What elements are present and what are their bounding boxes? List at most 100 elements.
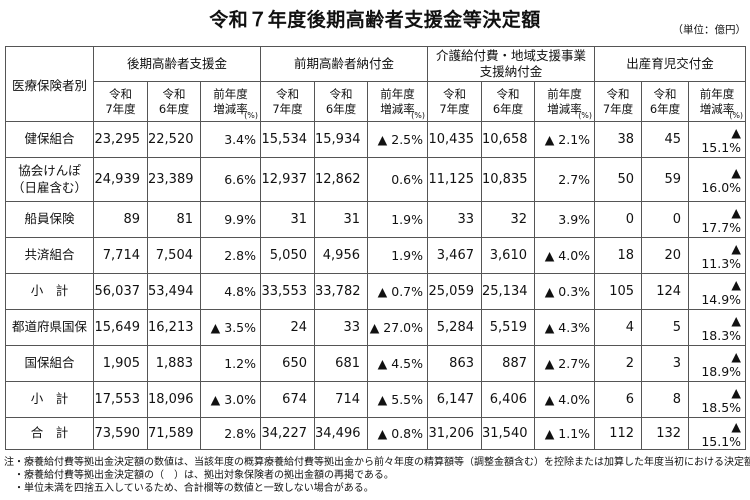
col-header-rate: 前年度 増減率 (%) — [688, 81, 747, 122]
rate-cell: ▲ 0.3% — [533, 273, 596, 310]
rate-cell: 2.8% — [200, 417, 261, 450]
value-cell: 5,050 — [260, 237, 315, 274]
rate-cell: ▲ 1.1% — [533, 417, 596, 450]
value-cell: 6 — [594, 381, 643, 418]
corner-header-insurer-type: 医療保険者別 — [5, 46, 94, 122]
rate-cell: ▲ 4.5% — [367, 345, 428, 382]
value-cell: 25,059 — [427, 273, 482, 310]
rate-cell: 9.9% — [200, 201, 261, 238]
col-header-y7: 令和 7年度 — [260, 81, 315, 122]
value-cell: 20 — [641, 237, 690, 274]
rate-cell: ▲ 4.3% — [533, 309, 596, 346]
value-cell: 5 — [641, 309, 690, 346]
rate-unit-label: (%) — [244, 111, 258, 120]
rate-cell: ▲ 11.3% — [688, 237, 747, 274]
table-row: 船員保険 89 81 9.9% 31 31 1.9% 33 32 3.9% 0 0 ▲ 17.7% — [5, 201, 747, 238]
sub-header-row: 令和 7年度 令和 6年度 前年度 増減率 (%) 令和 7年度 令和 6年度 前年度 増減… — [6, 81, 747, 122]
value-cell: 8 — [641, 381, 690, 418]
value-cell: 10,658 — [481, 121, 535, 158]
col-header-label: 令和 7年度 — [439, 86, 470, 116]
rate-cell: ▲ 27.0% — [367, 309, 428, 346]
value-cell: 16,213 — [147, 309, 201, 346]
col-header-y6: 令和 6年度 — [147, 81, 201, 122]
footnotes: 注・療養給付費等拠出金決定額の数値は、当該年度の概算療養給付費等拠出金から前々年… — [4, 456, 750, 495]
value-cell: 34,496 — [314, 417, 368, 450]
value-cell: 5,284 — [427, 309, 482, 346]
table-row: 共済組合 7,714 7,504 2.8% 5,050 4,956 1.9% 3,467 3,6… — [5, 237, 747, 274]
table-row: 合 計 73,590 71,589 2.8% 34,227 34,496 ▲ 0.8% 31,… — [5, 417, 747, 450]
insurer-name: 国保組合 — [5, 345, 94, 382]
rate-cell: ▲ 18.9% — [688, 345, 747, 382]
rate-cell: ▲ 0.7% — [367, 273, 428, 310]
col-header-label: 令和 6年度 — [649, 86, 681, 116]
value-cell: 15,534 — [260, 121, 315, 158]
rate-cell: ▲ 18.3% — [688, 309, 747, 346]
col-header-rate: 前年度 増減率 (%) — [200, 81, 261, 122]
value-cell: 12,937 — [260, 157, 315, 202]
value-cell: 7,504 — [147, 237, 201, 274]
insurer-name: 協会けんぽ （日雇含む） — [5, 157, 94, 202]
table-row: 都道府県国保 15,649 16,213 ▲ 3.5% 24 33 ▲ 27.0% 5,284… — [5, 309, 747, 346]
rate-cell: ▲ 15.1% — [688, 417, 747, 450]
rate-cell: ▲ 2.7% — [533, 345, 596, 382]
rate-cell: ▲ 5.5% — [367, 381, 428, 418]
rate-cell: 0.6% — [367, 157, 428, 202]
value-cell: 15,934 — [314, 121, 368, 158]
col-header-label: 令和 6年度 — [158, 86, 190, 116]
insurer-name: 船員保険 — [5, 201, 94, 238]
rate-cell: 2.8% — [200, 237, 261, 274]
value-cell: 73,590 — [93, 417, 148, 450]
value-cell: 24 — [260, 309, 315, 346]
rate-cell: 1.9% — [367, 237, 428, 274]
value-cell: 34,227 — [260, 417, 315, 450]
value-cell: 0 — [641, 201, 690, 238]
value-cell: 681 — [314, 345, 368, 382]
table-row: 小 計 17,553 18,096 ▲ 3.0% 674 714 ▲ 5.5% 6,147 6,… — [5, 381, 747, 418]
value-cell: 32 — [481, 201, 535, 238]
value-cell: 81 — [147, 201, 201, 238]
value-cell: 6,147 — [427, 381, 482, 418]
rate-cell: 6.6% — [200, 157, 261, 202]
value-cell: 56,037 — [93, 273, 148, 310]
value-cell: 105 — [594, 273, 643, 310]
value-cell: 33 — [427, 201, 482, 238]
rate-cell: 1.9% — [367, 201, 428, 238]
insurer-name: 共済組合 — [5, 237, 94, 274]
value-cell: 0 — [594, 201, 643, 238]
value-cell: 45 — [641, 121, 690, 158]
insurer-name: 健保組合 — [5, 121, 94, 158]
value-cell: 23,389 — [147, 157, 201, 202]
col-header-label: 令和 7年度 — [105, 86, 136, 116]
value-cell: 15,649 — [93, 309, 148, 346]
col-header-y7: 令和 7年度 — [594, 81, 643, 122]
group-header-childbirth-grant: 出産育児交付金 — [594, 46, 747, 82]
value-cell: 31,540 — [481, 417, 535, 450]
page-title: 令和７年度後期高齢者支援金等決定額 — [209, 9, 541, 31]
col-header-label: 令和 7年度 — [602, 86, 634, 116]
decision-amount-table: 医療保険者別 後期高齢者支援金 前期高齢者納付金 介護給付費・地域支援事業 支援… — [5, 46, 747, 450]
table-row: 健保組合 23,295 22,520 3.4% 15,534 15,934 ▲ 2.5% 10… — [5, 121, 747, 158]
value-cell: 650 — [260, 345, 315, 382]
col-header-label: 令和 6年度 — [492, 86, 524, 116]
value-cell: 124 — [641, 273, 690, 310]
group-header-row: 医療保険者別 後期高齢者支援金 前期高齢者納付金 介護給付費・地域支援事業 支援… — [5, 46, 747, 122]
value-cell: 10,435 — [427, 121, 482, 158]
value-cell: 31 — [314, 201, 368, 238]
table-row: 小 計 56,037 53,494 4.8% 33,553 33,782 ▲ 0.7% 25,… — [5, 273, 747, 310]
rate-cell: ▲ 4.0% — [533, 381, 596, 418]
value-cell: 18 — [594, 237, 643, 274]
rate-cell: ▲ 2.5% — [367, 121, 428, 158]
rate-cell: 3.4% — [200, 121, 261, 158]
col-header-label: 前年度 増減率 — [699, 86, 735, 116]
value-cell: 6,406 — [481, 381, 535, 418]
value-cell: 112 — [594, 417, 643, 450]
rate-cell: ▲ 0.8% — [367, 417, 428, 450]
rate-cell: 3.9% — [533, 201, 596, 238]
value-cell: 50 — [594, 157, 643, 202]
value-cell: 23,295 — [93, 121, 148, 158]
value-cell: 11,125 — [427, 157, 482, 202]
rate-cell: ▲ 3.5% — [200, 309, 261, 346]
value-cell: 3 — [641, 345, 690, 382]
group-header-late-elderly-support: 後期高齢者支援金 — [93, 46, 261, 82]
insurer-name: 合 計 — [5, 417, 94, 450]
